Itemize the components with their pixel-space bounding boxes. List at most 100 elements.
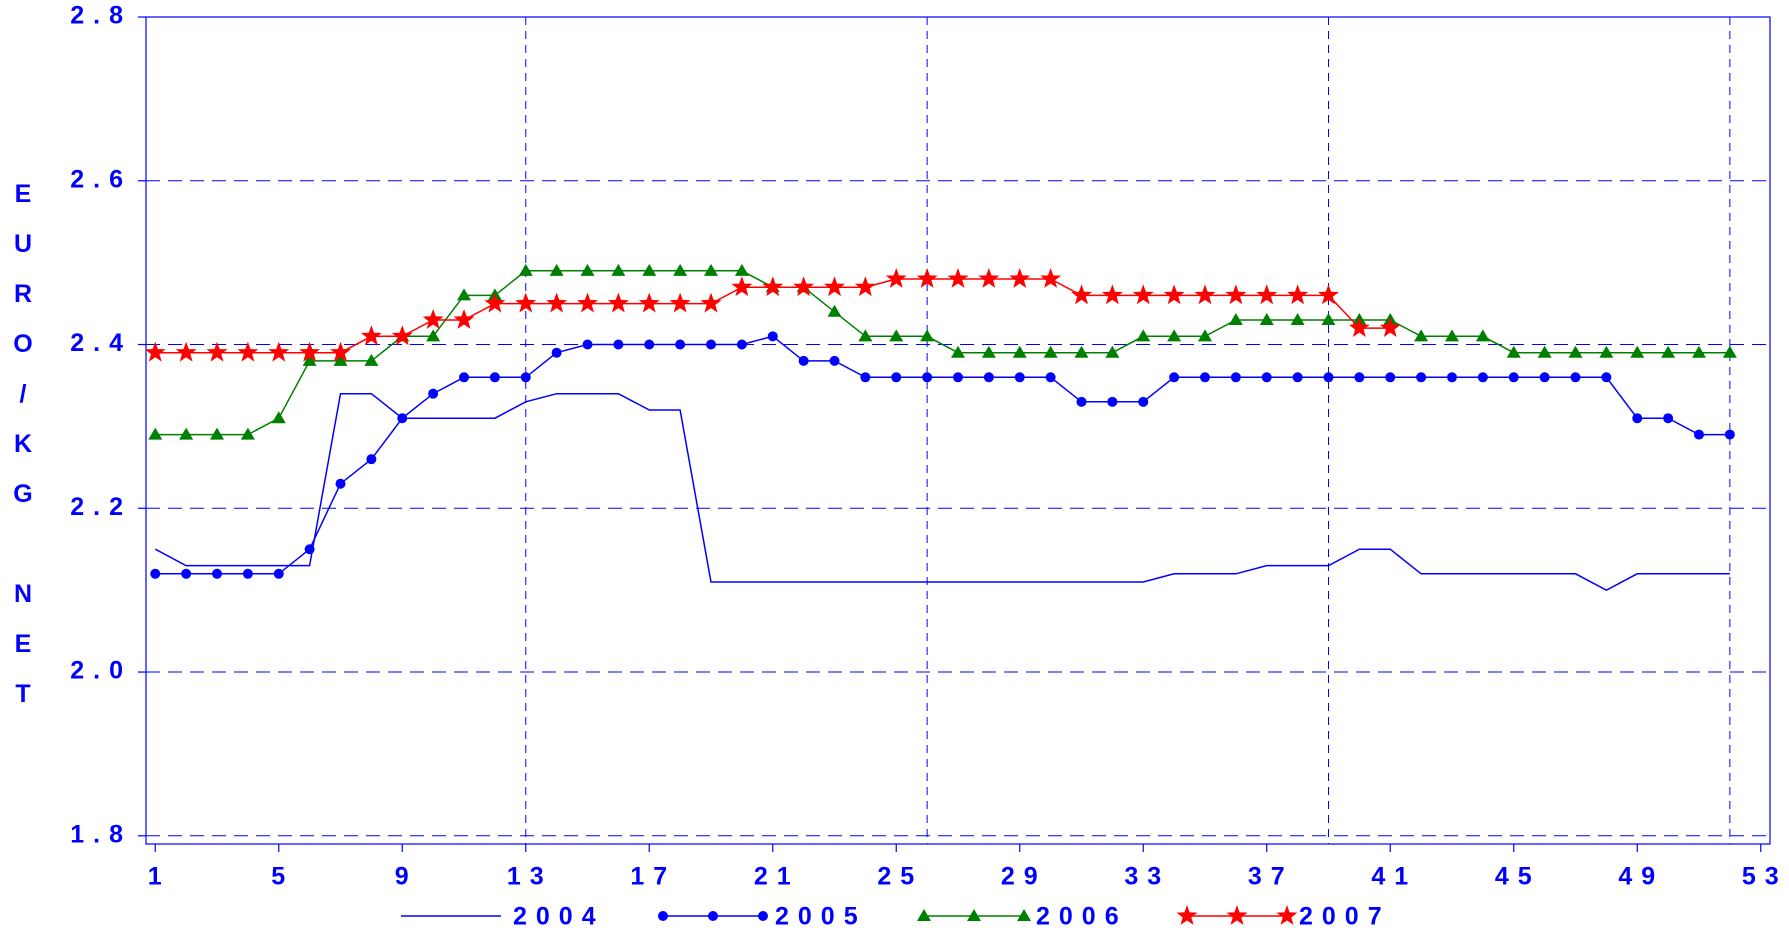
point <box>1537 345 1552 358</box>
plot-frame <box>145 16 1771 845</box>
point <box>1348 317 1370 337</box>
x-tick-label: 1 <box>148 863 171 891</box>
point <box>271 411 286 424</box>
point <box>1287 284 1309 305</box>
x-tick-label: 53 <box>1742 863 1788 891</box>
point <box>922 372 933 383</box>
point <box>1107 396 1118 407</box>
point <box>515 292 537 313</box>
x-tick-label: 9 <box>395 863 418 891</box>
legend-marker <box>758 911 768 921</box>
point <box>1663 413 1674 424</box>
point <box>978 268 1000 288</box>
point <box>551 347 562 358</box>
point <box>644 339 655 350</box>
point <box>242 568 253 579</box>
point <box>860 372 871 383</box>
point <box>891 372 902 383</box>
point <box>1199 372 1210 383</box>
point <box>366 454 377 465</box>
point <box>1009 268 1031 288</box>
point <box>1570 372 1581 383</box>
legend-label: 2004 <box>513 903 605 931</box>
point <box>179 427 194 440</box>
point <box>824 276 845 297</box>
point <box>1568 345 1583 358</box>
point <box>426 329 441 342</box>
point <box>181 568 192 579</box>
point <box>1225 284 1247 305</box>
point <box>981 345 996 358</box>
point <box>580 263 595 276</box>
point <box>734 263 749 276</box>
point <box>1197 329 1212 342</box>
point <box>175 341 197 362</box>
point <box>1169 372 1180 383</box>
legend-marker <box>917 909 931 921</box>
y-tick-label: 2.6 <box>70 165 132 193</box>
point <box>335 478 346 489</box>
x-tick-label: 25 <box>877 863 923 891</box>
point <box>518 263 533 276</box>
point <box>611 263 626 276</box>
point <box>459 372 470 383</box>
point <box>391 325 413 346</box>
point <box>240 427 255 440</box>
point <box>1228 312 1243 325</box>
series-line <box>155 335 1730 575</box>
point <box>1444 329 1459 342</box>
point <box>1261 372 1272 383</box>
point <box>700 292 722 313</box>
point <box>1724 429 1735 440</box>
point <box>1101 284 1123 305</box>
point <box>793 276 815 297</box>
point <box>1379 317 1401 337</box>
x-tick-label: 13 <box>507 863 553 891</box>
point <box>1167 329 1182 342</box>
x-tick-label: 45 <box>1495 863 1541 891</box>
point <box>638 292 660 313</box>
point <box>1414 329 1429 342</box>
point <box>1323 372 1334 383</box>
x-tick-label: 41 <box>1371 863 1417 891</box>
point <box>704 263 719 276</box>
point <box>210 427 225 440</box>
point <box>920 329 935 342</box>
point <box>1256 284 1278 305</box>
legend-marker <box>967 909 981 921</box>
series-line <box>155 270 1730 436</box>
point <box>1074 345 1089 358</box>
point <box>1416 372 1427 383</box>
point <box>953 372 963 383</box>
point <box>364 353 379 366</box>
point <box>1446 372 1457 383</box>
point <box>827 304 842 317</box>
point <box>1105 345 1120 358</box>
point <box>299 341 321 362</box>
point <box>1354 372 1365 383</box>
point <box>148 427 163 440</box>
point <box>1691 345 1706 358</box>
x-tick-label: 29 <box>1001 863 1047 891</box>
series-line <box>154 392 1730 592</box>
point <box>484 292 506 313</box>
point <box>829 355 840 366</box>
point <box>1506 345 1521 358</box>
legend-marker <box>1017 909 1031 921</box>
point <box>1194 284 1216 305</box>
point <box>1318 284 1339 305</box>
point <box>1045 372 1056 383</box>
point <box>1230 372 1241 383</box>
point <box>422 309 444 329</box>
point <box>333 353 348 366</box>
point <box>1508 372 1519 383</box>
point <box>1163 284 1185 305</box>
legend-label: 2006 <box>1036 903 1128 931</box>
point <box>1477 372 1488 383</box>
point <box>736 339 747 350</box>
point <box>360 325 382 346</box>
point <box>1292 372 1303 383</box>
point <box>268 341 290 362</box>
point <box>767 331 778 342</box>
point <box>1722 345 1737 358</box>
